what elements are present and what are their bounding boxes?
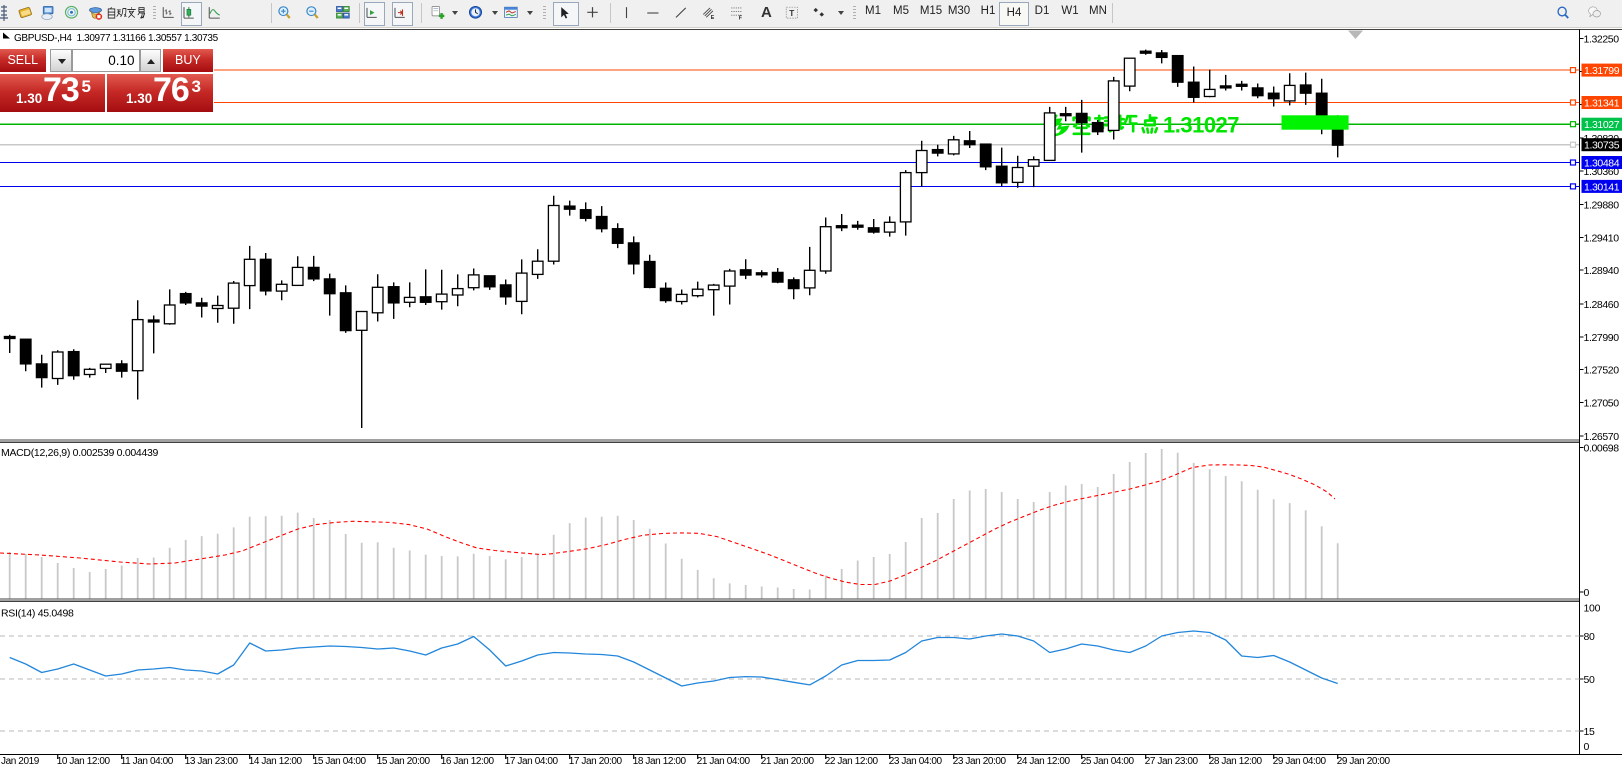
svg-text:1.31799: 1.31799 <box>1584 65 1620 77</box>
svg-text:80: 80 <box>1584 631 1596 643</box>
svg-text:24 Jan 12:00: 24 Jan 12:00 <box>1017 756 1071 767</box>
svg-text:15: 15 <box>1584 726 1596 738</box>
svg-text:18 Jan 12:00: 18 Jan 12:00 <box>633 756 687 767</box>
svg-text:25 Jan 04:00: 25 Jan 04:00 <box>1081 756 1135 767</box>
svg-text:13 Jan 23:00: 13 Jan 23:00 <box>185 756 239 767</box>
svg-text:1.27520: 1.27520 <box>1584 365 1620 377</box>
svg-text:11 Jan 04:00: 11 Jan 04:00 <box>121 756 174 767</box>
svg-text:1.31027: 1.31027 <box>1163 113 1239 138</box>
svg-text:1.30484: 1.30484 <box>1584 158 1620 170</box>
svg-text:0.00698: 0.00698 <box>1584 443 1620 455</box>
svg-text:21 Jan 04:00: 21 Jan 04:00 <box>697 756 751 767</box>
svg-text:Jan 2019: Jan 2019 <box>1 756 40 767</box>
svg-text:1.29880: 1.29880 <box>1584 199 1620 211</box>
svg-text:1.26570: 1.26570 <box>1584 431 1620 443</box>
svg-text:1.27990: 1.27990 <box>1584 332 1620 344</box>
svg-text:MACD(12,26,9) 0.002539 0.00443: MACD(12,26,9) 0.002539 0.004439 <box>1 447 159 459</box>
svg-text:1.27050: 1.27050 <box>1584 398 1620 410</box>
svg-text:0: 0 <box>1584 741 1590 753</box>
svg-text:16 Jan 12:00: 16 Jan 12:00 <box>441 756 495 767</box>
svg-text:27 Jan 23:00: 27 Jan 23:00 <box>1145 756 1199 767</box>
svg-text:17 Jan 04:00: 17 Jan 04:00 <box>505 756 559 767</box>
svg-text:1.29410: 1.29410 <box>1584 232 1620 244</box>
svg-text:T: T <box>789 9 794 18</box>
svg-text:50: 50 <box>1584 674 1596 686</box>
svg-text:22 Jan 12:00: 22 Jan 12:00 <box>825 756 879 767</box>
svg-text:100: 100 <box>1584 603 1601 615</box>
svg-text:14 Jan 12:00: 14 Jan 12:00 <box>249 756 303 767</box>
svg-text:1.32250: 1.32250 <box>1584 34 1620 46</box>
svg-text:1.31027: 1.31027 <box>1584 119 1620 131</box>
svg-text:29 Jan 04:00: 29 Jan 04:00 <box>1273 756 1327 767</box>
svg-text:15 Jan 20:00: 15 Jan 20:00 <box>377 756 431 767</box>
svg-text:17 Jan 20:00: 17 Jan 20:00 <box>569 756 623 767</box>
svg-text:1.31341: 1.31341 <box>1584 98 1620 110</box>
svg-text:0: 0 <box>1584 587 1590 599</box>
svg-text:23 Jan 20:00: 23 Jan 20:00 <box>953 756 1007 767</box>
svg-text:29 Jan 20:00: 29 Jan 20:00 <box>1337 756 1391 767</box>
svg-text:GBPUSD-,H4 1.30977 1.31166 1.: GBPUSD-,H4 1.30977 1.31166 1.30557 1.307… <box>14 33 219 44</box>
svg-text:15 Jan 04:00: 15 Jan 04:00 <box>313 756 367 767</box>
svg-text:28 Jan 12:00: 28 Jan 12:00 <box>1209 756 1263 767</box>
svg-text:23 Jan 04:00: 23 Jan 04:00 <box>889 756 943 767</box>
svg-text:21 Jan 20:00: 21 Jan 20:00 <box>761 756 815 767</box>
svg-text:10 Jan 12:00: 10 Jan 12:00 <box>57 756 111 767</box>
svg-text:1.28460: 1.28460 <box>1584 299 1620 311</box>
svg-text:F: F <box>739 16 742 21</box>
svg-text:RSI(14) 45.0498: RSI(14) 45.0498 <box>1 608 74 620</box>
svg-text:1.30141: 1.30141 <box>1584 181 1620 193</box>
svg-text:E: E <box>711 15 715 21</box>
svg-text:1.28940: 1.28940 <box>1584 265 1620 277</box>
svg-text:1.30735: 1.30735 <box>1584 140 1620 152</box>
